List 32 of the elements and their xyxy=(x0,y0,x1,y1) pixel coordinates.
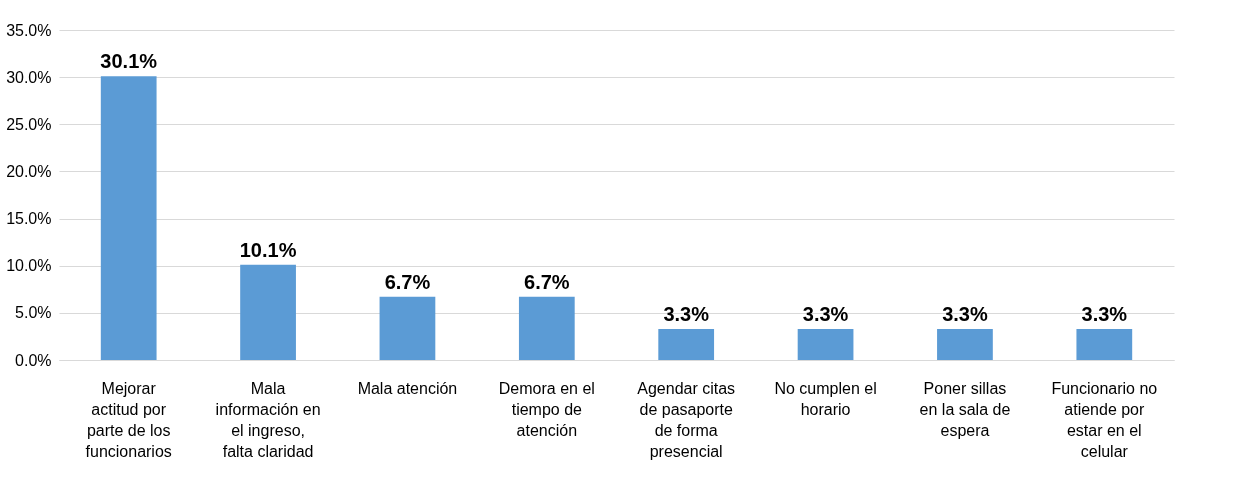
data-label: 10.1% xyxy=(239,238,297,261)
x-tick-label: Funcionario no atiende por estar en el celular xyxy=(1051,379,1158,460)
data-label: 6.7% xyxy=(524,270,570,293)
x-tick-label: Mala información en el ingreso, falta claridad xyxy=(215,379,321,460)
data-label: 6.7% xyxy=(384,270,431,293)
data-label: 3.3% xyxy=(942,302,988,325)
bar xyxy=(797,328,854,360)
bar xyxy=(379,296,436,360)
data-label: 3.3% xyxy=(802,302,849,325)
y-tick-label: 5.0% xyxy=(15,304,52,322)
y-tick-label: 20.0% xyxy=(6,162,52,180)
y-tick-label: 35.0% xyxy=(6,21,52,39)
x-tick-label: Poner sillas en la sala de espera xyxy=(919,379,1011,439)
bar xyxy=(1076,328,1133,360)
x-tick-label: Agendar citas de pasaporte de forma presencial xyxy=(637,379,736,460)
bar xyxy=(240,264,296,360)
x-tick-label: No cumplen el horario xyxy=(774,379,877,418)
y-tick-label: 10.0% xyxy=(6,257,52,275)
x-tick-label: Demora en el tiempo de atención xyxy=(498,379,595,439)
x-tick-label: Mala atención xyxy=(357,379,458,397)
bar xyxy=(658,328,715,360)
bar xyxy=(937,328,993,360)
data-label: 30.1% xyxy=(100,50,158,73)
y-tick-label: 25.0% xyxy=(6,115,52,133)
bar xyxy=(100,76,157,360)
y-tick-label: 30.0% xyxy=(6,68,52,86)
data-label: 3.3% xyxy=(663,302,710,325)
y-tick-label: 15.0% xyxy=(6,210,52,228)
data-label: 3.3% xyxy=(1081,302,1128,325)
y-tick-label: 0.0% xyxy=(15,351,52,369)
x-tick-label: Mejorar actitud por parte de los funcionarios xyxy=(85,379,172,460)
bar xyxy=(518,296,575,360)
